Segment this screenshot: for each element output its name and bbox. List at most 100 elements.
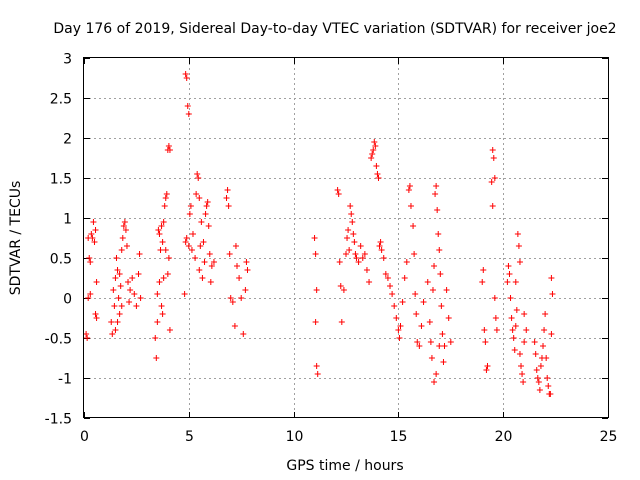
data-point bbox=[384, 275, 391, 281]
data-point bbox=[336, 259, 343, 265]
data-point bbox=[185, 243, 192, 249]
y-axis-label: SDTVAR / TECUs bbox=[8, 181, 24, 296]
data-point bbox=[201, 259, 208, 265]
data-point bbox=[312, 251, 319, 257]
data-point bbox=[438, 303, 445, 309]
data-point bbox=[194, 171, 201, 177]
data-point bbox=[196, 195, 203, 201]
data-point bbox=[431, 263, 438, 269]
data-point bbox=[434, 207, 441, 213]
data-point bbox=[377, 239, 384, 245]
data-point bbox=[483, 367, 490, 373]
x-axis-label: GPS time / hours bbox=[286, 458, 403, 474]
data-point bbox=[223, 195, 230, 201]
data-point bbox=[163, 191, 170, 197]
data-point bbox=[92, 227, 99, 233]
data-point bbox=[153, 355, 160, 361]
data-point bbox=[387, 283, 394, 289]
data-point bbox=[443, 287, 450, 293]
data-point bbox=[344, 235, 351, 241]
data-point bbox=[202, 211, 209, 217]
data-point bbox=[514, 231, 521, 237]
data-point bbox=[117, 283, 124, 289]
x-tick-label: 15 bbox=[390, 429, 408, 445]
data-point bbox=[156, 231, 163, 237]
data-point bbox=[137, 295, 144, 301]
data-point bbox=[479, 279, 486, 285]
data-point bbox=[536, 387, 543, 393]
y-tick-label: 2.5 bbox=[50, 92, 72, 108]
grid bbox=[84, 58, 608, 418]
data-point bbox=[129, 275, 136, 281]
data-point bbox=[426, 319, 433, 325]
data-point bbox=[345, 227, 352, 233]
data-point bbox=[85, 295, 92, 301]
data-point bbox=[352, 251, 359, 257]
x-tick-label: 0 bbox=[80, 429, 89, 445]
data-point bbox=[227, 295, 234, 301]
data-point bbox=[389, 291, 396, 297]
data-point bbox=[405, 187, 412, 193]
data-point bbox=[234, 263, 241, 269]
data-point bbox=[231, 323, 238, 329]
data-point bbox=[435, 231, 442, 237]
data-point bbox=[548, 275, 555, 281]
data-point bbox=[240, 331, 247, 337]
y-tick-label: 1 bbox=[63, 212, 72, 228]
data-point bbox=[510, 335, 517, 341]
data-point bbox=[183, 235, 190, 241]
x-tick-label: 5 bbox=[185, 429, 194, 445]
data-point bbox=[541, 327, 548, 333]
data-point bbox=[548, 331, 555, 337]
data-point bbox=[154, 291, 161, 297]
data-point bbox=[93, 279, 100, 285]
data-point bbox=[437, 271, 444, 277]
data-point bbox=[243, 259, 250, 265]
data-point bbox=[535, 379, 542, 385]
data-point bbox=[313, 363, 320, 369]
data-point bbox=[196, 267, 203, 273]
plot-frame bbox=[83, 57, 609, 418]
data-point bbox=[195, 175, 202, 181]
data-point bbox=[347, 203, 354, 209]
data-point bbox=[492, 315, 499, 321]
data-point bbox=[165, 255, 172, 261]
data-point bbox=[368, 155, 375, 161]
data-point bbox=[544, 375, 551, 381]
data-point bbox=[205, 223, 212, 229]
data-point bbox=[531, 339, 538, 345]
data-point bbox=[399, 299, 406, 305]
data-point bbox=[401, 275, 408, 281]
data-point bbox=[532, 351, 539, 357]
data-point bbox=[516, 259, 523, 265]
data-point bbox=[406, 183, 413, 189]
data-point bbox=[122, 227, 129, 233]
y-tick-label: 2 bbox=[63, 132, 72, 148]
data-point bbox=[436, 247, 443, 253]
data-point bbox=[203, 203, 210, 209]
data-point bbox=[375, 175, 382, 181]
y-tick-label: 1.5 bbox=[50, 172, 72, 188]
data-point bbox=[523, 327, 530, 333]
data-point bbox=[440, 359, 447, 365]
data-point bbox=[89, 235, 96, 241]
data-point bbox=[229, 299, 236, 305]
axis-ticks: -1.5 -1 -0.5 0 0.5 1 1.5 2 2.5 3 0 5 10 15 20 25 bbox=[45, 52, 618, 446]
data-point bbox=[338, 319, 345, 325]
data-point bbox=[505, 263, 512, 269]
data-point bbox=[192, 255, 199, 261]
data-point bbox=[166, 147, 173, 153]
data-point bbox=[445, 315, 452, 321]
data-point bbox=[516, 351, 523, 357]
data-point bbox=[109, 331, 116, 337]
data-point bbox=[351, 239, 358, 245]
data-point bbox=[113, 255, 120, 261]
data-point bbox=[186, 211, 193, 217]
data-point bbox=[436, 343, 443, 349]
x-tick-label: 10 bbox=[286, 429, 304, 445]
data-point bbox=[433, 183, 440, 189]
data-point bbox=[162, 247, 169, 253]
data-point bbox=[232, 243, 239, 249]
data-point bbox=[540, 343, 547, 349]
data-point bbox=[427, 339, 434, 345]
